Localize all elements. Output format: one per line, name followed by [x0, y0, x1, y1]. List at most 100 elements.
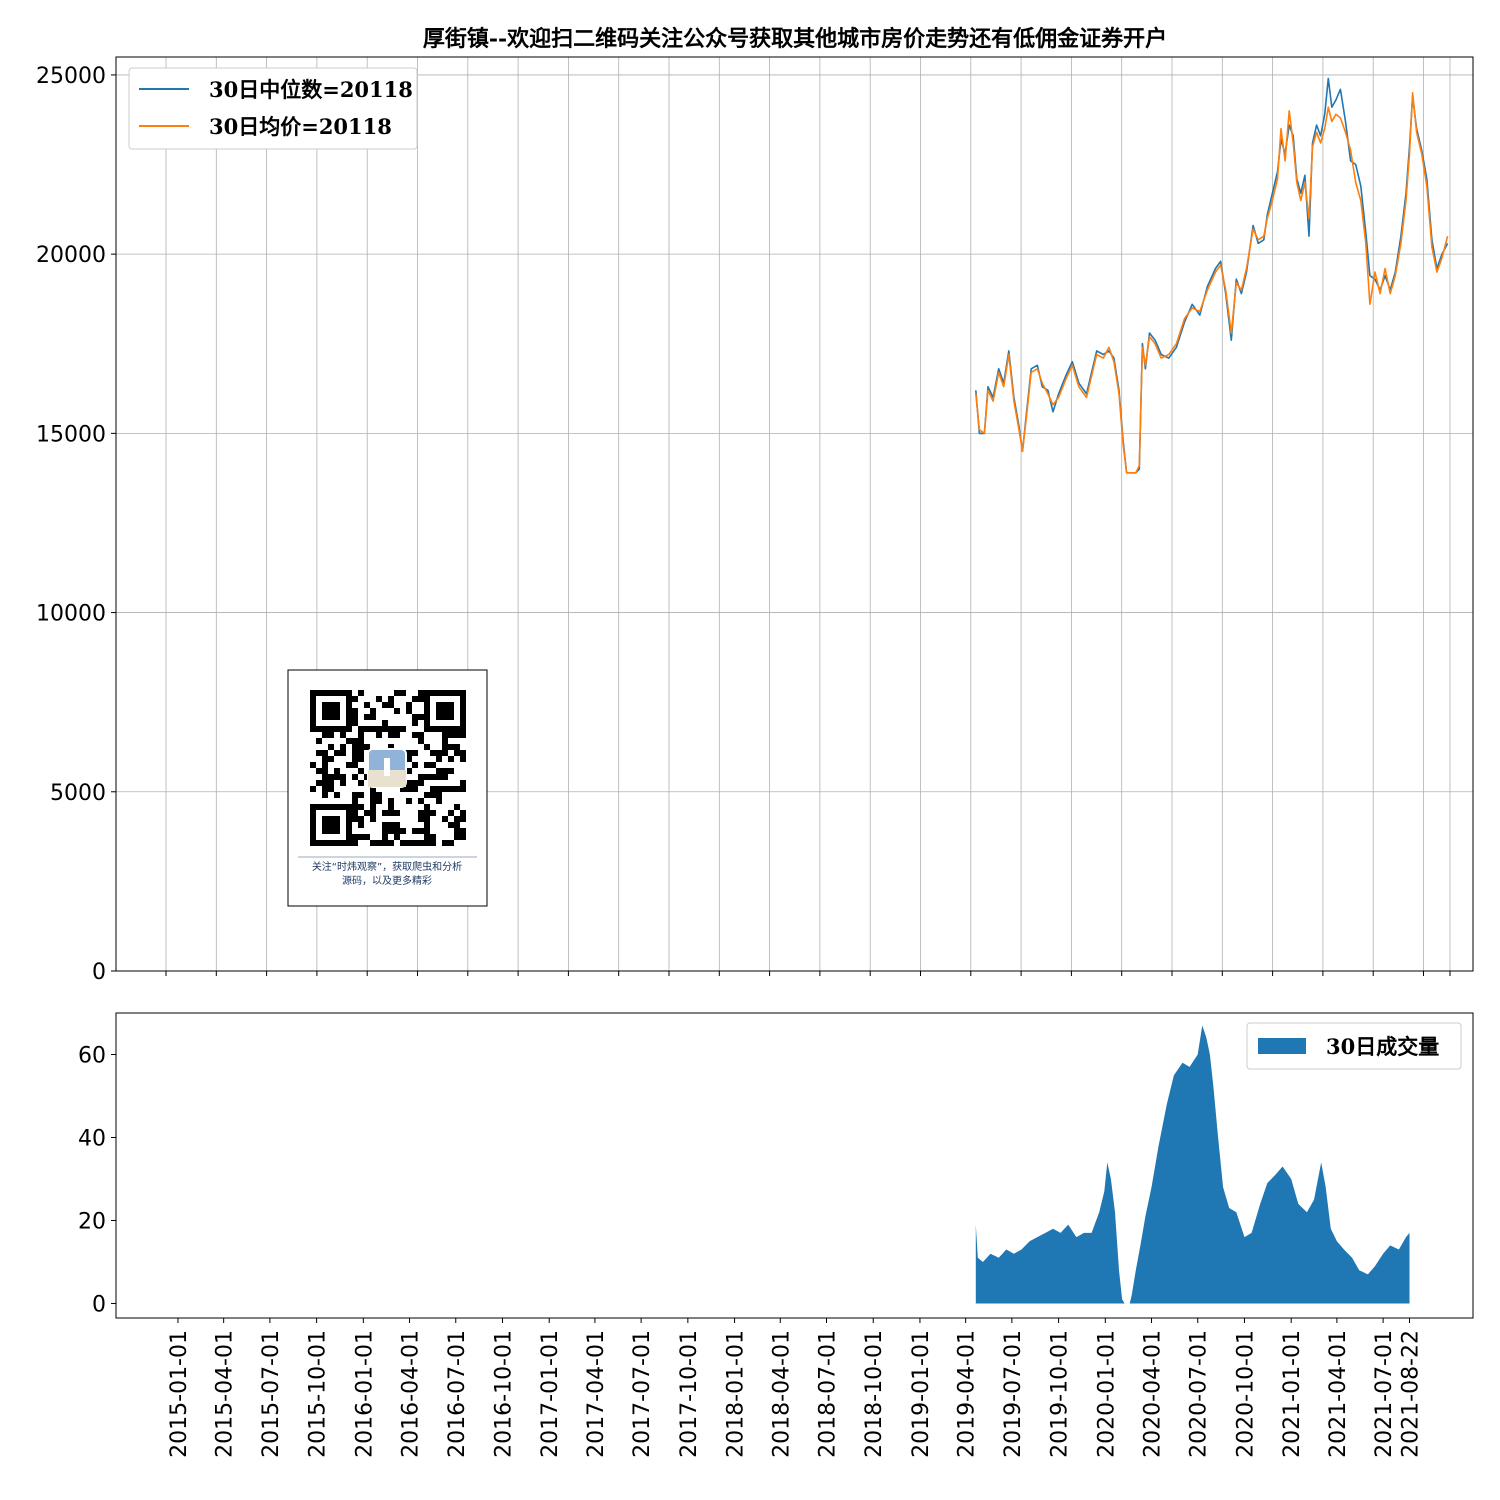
qr-module: [376, 798, 382, 804]
qr-module: [418, 810, 424, 816]
median-price-line: [975, 77, 1449, 474]
qr-module: [436, 750, 442, 756]
qr-module: [334, 792, 340, 798]
x-tick-label: 2015-04-01: [213, 1330, 238, 1458]
qr-module: [436, 774, 442, 780]
x-tick-label: 2021-08-22: [1399, 1330, 1424, 1458]
qr-module: [460, 756, 466, 762]
qr-module: [430, 762, 436, 768]
x-tick-label: 2017-01-01: [538, 1330, 563, 1458]
qr-module: [424, 804, 430, 810]
price-lines: [975, 77, 1449, 474]
x-tick-label: 2018-07-01: [816, 1330, 841, 1458]
qr-module: [334, 750, 340, 756]
qr-module: [382, 822, 388, 828]
qr-module: [328, 732, 334, 738]
qr-avatar-figure: [384, 758, 390, 776]
qr-module: [382, 828, 388, 834]
qr-module: [454, 834, 460, 840]
qr-module: [412, 732, 418, 738]
qr-module: [430, 834, 436, 840]
qr-module: [322, 756, 328, 762]
qr-module: [322, 780, 328, 786]
qr-caption-line2: 源码，以及更多精彩: [342, 874, 432, 887]
qr-module: [412, 762, 418, 768]
qr-module: [370, 798, 376, 804]
qr-module: [412, 840, 418, 846]
qr-module: [460, 780, 466, 786]
qr-module: [460, 828, 466, 834]
qr-module: [388, 810, 394, 816]
qr-module: [358, 756, 364, 762]
qr-module: [340, 774, 346, 780]
y-tick-label: 0: [92, 1292, 106, 1317]
qr-module: [352, 798, 358, 804]
qr-module: [364, 702, 370, 708]
volume-x-axis: 2015-01-01 2015-04-01 2015-07-01 2015-10-01…: [167, 1318, 1424, 1458]
qr-module: [328, 756, 334, 762]
qr-module: [460, 786, 466, 792]
x-tick-label: 2019-01-01: [909, 1330, 934, 1458]
qr-module: [436, 792, 442, 798]
qr-module: [448, 786, 454, 792]
qr-module: [412, 828, 418, 834]
qr-module: [430, 840, 436, 846]
price-panel-frame: [115, 56, 1474, 972]
qr-module: [400, 690, 406, 696]
qr-module: [430, 750, 436, 756]
qr-module: [322, 768, 328, 774]
qr-module: [430, 774, 436, 780]
qr-module: [358, 816, 364, 822]
qr-module: [394, 834, 400, 840]
qr-module: [358, 726, 364, 732]
y-tick-label: 40: [78, 1126, 106, 1151]
qr-module: [370, 726, 376, 732]
qr-module: [442, 816, 448, 822]
qr-module: [358, 834, 364, 840]
price-grid: [116, 57, 1473, 972]
qr-module: [424, 810, 430, 816]
qr-module: [388, 798, 394, 804]
qr-module: [376, 726, 382, 732]
qr-module: [394, 726, 400, 732]
qr-module: [310, 762, 316, 768]
qr-module: [418, 690, 424, 696]
x-tick-label: 2020-07-01: [1187, 1330, 1212, 1458]
qr-module: [364, 714, 370, 720]
qr-module: [442, 732, 448, 738]
x-tick-label: 2015-01-01: [167, 1330, 192, 1458]
qr-finder-core: [436, 702, 454, 720]
x-tick-label: 2016-04-01: [399, 1330, 424, 1458]
x-tick-label: 2017-10-01: [677, 1330, 702, 1458]
qr-module: [376, 840, 382, 846]
qr-module: [436, 786, 442, 792]
qr-module: [388, 726, 394, 732]
y-tick-label: 60: [78, 1043, 106, 1068]
qr-module: [358, 804, 364, 810]
qr-module: [412, 696, 418, 702]
price-x-ticks: [165, 971, 1451, 976]
qr-module: [388, 804, 394, 810]
qr-module: [442, 750, 448, 756]
qr-module: [406, 708, 412, 714]
qr-module: [454, 822, 460, 828]
qr-module: [448, 744, 454, 750]
qr-module: [322, 732, 328, 738]
qr-module: [418, 774, 424, 780]
qr-module: [352, 756, 358, 762]
qr-module: [352, 714, 358, 720]
qr-module: [370, 810, 376, 816]
qr-module: [382, 702, 388, 708]
price-legend-box: [128, 67, 418, 150]
qr-module: [376, 696, 382, 702]
qr-module: [316, 750, 322, 756]
qr-module: [388, 828, 394, 834]
y-tick-label: 20: [78, 1209, 106, 1234]
qr-module: [352, 816, 358, 822]
qr-module: [430, 810, 436, 816]
qr-module: [442, 774, 448, 780]
qr-caption-line1: 关注“时炜观察”，获取爬虫和分析: [312, 860, 462, 873]
qr-module: [442, 744, 448, 750]
qr-module: [400, 726, 406, 732]
